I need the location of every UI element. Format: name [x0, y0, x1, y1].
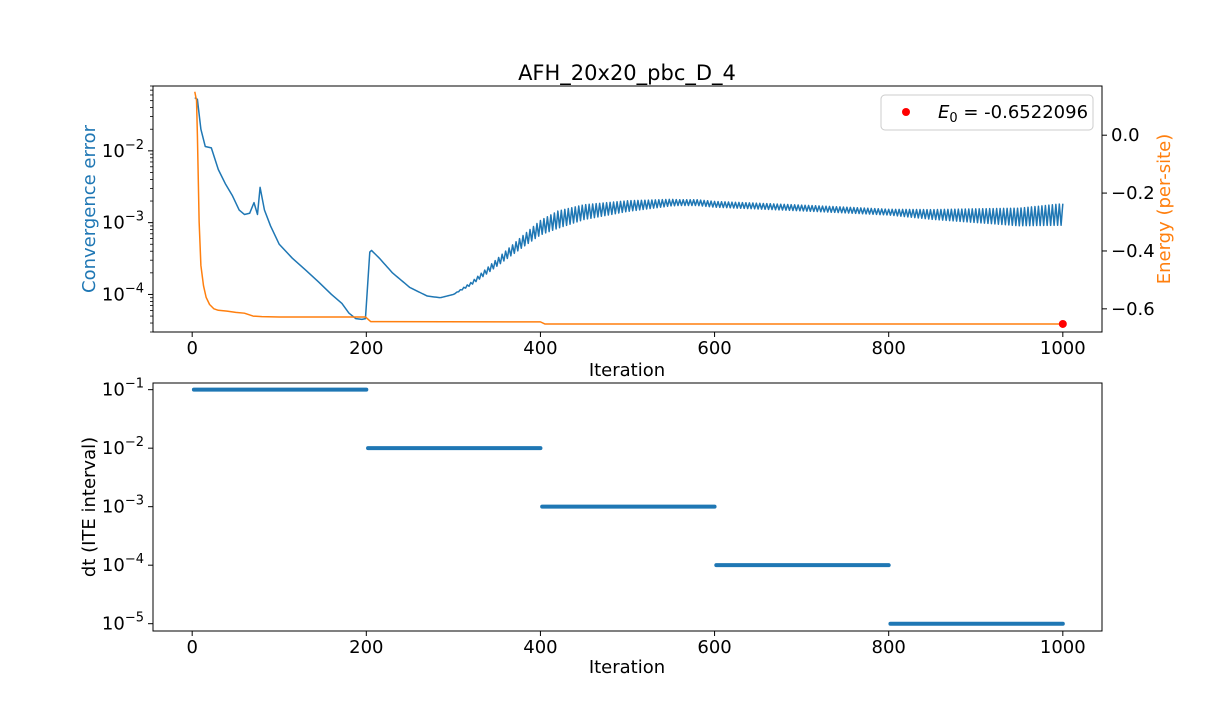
convergence-error-line — [194, 97, 1064, 321]
top-x-tick-label: 400 — [523, 338, 557, 359]
bottom-axes-frame — [152, 382, 1103, 632]
legend-symbol: E — [938, 102, 950, 123]
bottom-y-tick-label: 10−2 — [102, 435, 144, 459]
bottom-y-tick-label: 10−5 — [102, 611, 144, 635]
bottom-y-tick-label: 10−3 — [102, 494, 144, 518]
top-right-y-tick-label: −0.6 — [1111, 299, 1155, 320]
bottom-x-tick-label: 0 — [186, 637, 197, 658]
top-y-axis-label-left: Convergence error — [79, 124, 100, 293]
top-x-tick-label: 800 — [872, 338, 906, 359]
top-right-y-tick-label: −0.4 — [1111, 241, 1155, 262]
legend: E0 = -0.6522096 — [880, 94, 1094, 131]
bottom-panel: 0 200 400 600 800 1000 10−5 10−4 10−3 10−2 10−1 It… — [79, 377, 1103, 678]
bottom-x-axis-label: Iteration — [589, 657, 665, 678]
top-plot-area: 0 200 400 600 800 1000 10−4 10−3 10−2 0.0 −0.2 −0.4… — [102, 85, 1155, 359]
bottom-y-tick-label: 10−4 — [102, 552, 144, 576]
bottom-x-tick-label: 200 — [349, 637, 383, 658]
top-left-y-tick-label: 10−3 — [102, 210, 144, 234]
legend-label: E0 = -0.6522096 — [938, 102, 1088, 126]
top-left-y-tick-label: 10−2 — [102, 138, 144, 162]
top-left-y-tick-label: 10−4 — [102, 281, 144, 305]
top-right-y-tick-label: −0.2 — [1111, 183, 1155, 204]
bottom-x-tick-label: 1000 — [1040, 637, 1086, 658]
ground-state-energy-marker — [1058, 319, 1067, 328]
bottom-plot-area: 0 200 400 600 800 1000 10−5 10−4 10−3 10−2 10−1 — [102, 377, 1086, 658]
bottom-x-tick-label: 600 — [697, 637, 731, 658]
top-x-tick-label: 1000 — [1040, 338, 1086, 359]
top-x-tick-label: 0 — [186, 338, 197, 359]
chart-title: AFH_20x20_pbc_D_4 — [518, 61, 736, 86]
top-x-tick-label: 200 — [349, 338, 383, 359]
top-x-tick-label: 600 — [697, 338, 731, 359]
bottom-x-tick-label: 400 — [523, 637, 557, 658]
top-y-axis-label-right: Energy (per-site) — [1154, 134, 1175, 285]
legend-box — [880, 94, 1094, 131]
legend-value: = -0.6522096 — [958, 102, 1088, 123]
bottom-y-axis-label: dt (ITE interval) — [79, 437, 100, 577]
bottom-x-tick-label: 800 — [872, 637, 906, 658]
top-axes-frame — [152, 85, 1103, 333]
energy-line — [194, 91, 1063, 325]
top-right-y-tick-label: 0.0 — [1111, 125, 1140, 146]
top-panel: AFH_20x20_pbc_D_4 0 200 400 600 800 1000 10−4 1… — [79, 61, 1175, 381]
bottom-y-tick-label: 10−1 — [102, 377, 144, 401]
legend-marker-icon — [902, 108, 910, 116]
legend-subscript: 0 — [949, 111, 957, 126]
top-x-axis-label: Iteration — [589, 360, 665, 381]
